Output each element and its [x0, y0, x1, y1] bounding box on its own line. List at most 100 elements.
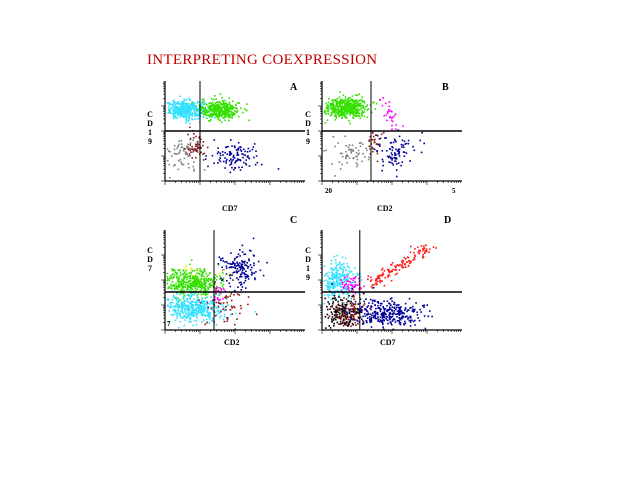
data-point: [186, 111, 189, 114]
data-point: [253, 264, 255, 267]
data-point: [179, 315, 182, 317]
data-point: [383, 270, 386, 272]
data-point: [189, 108, 192, 111]
data-point: [187, 107, 190, 109]
data-point: [195, 108, 198, 110]
data-point: [220, 282, 222, 284]
data-point: [185, 274, 187, 277]
data-point: [253, 255, 255, 257]
data-point: [204, 113, 207, 116]
data-point: [388, 156, 390, 159]
data-point: [366, 104, 369, 106]
data-point: [181, 113, 184, 116]
data-point: [182, 276, 185, 279]
data-point: [372, 102, 374, 104]
data-point: [344, 99, 347, 101]
data-point: [183, 314, 186, 317]
data-point: [326, 272, 328, 275]
data-point: [178, 269, 181, 271]
data-point: [206, 114, 208, 117]
data-point: [391, 262, 394, 264]
data-point: [181, 286, 184, 289]
data-point: [334, 290, 336, 293]
data-point: [343, 287, 345, 289]
data-point: [193, 319, 196, 322]
data-point: [392, 313, 394, 316]
data-point: [351, 314, 354, 316]
data-point: [240, 284, 242, 286]
data-point: [333, 283, 336, 285]
data-point: [213, 139, 216, 141]
data-point: [361, 99, 364, 102]
data-point: [326, 294, 329, 296]
data-point: [343, 109, 345, 112]
data-point: [341, 111, 344, 114]
data-point: [391, 154, 393, 156]
data-point: [246, 276, 249, 278]
data-point: [190, 301, 192, 303]
data-point: [204, 323, 206, 326]
data-point: [246, 274, 249, 277]
data-point: [363, 115, 366, 117]
data-point: [193, 274, 196, 276]
data-point: [220, 103, 222, 105]
data-point: [240, 146, 242, 149]
data-point: [350, 111, 353, 113]
data-point: [239, 275, 242, 278]
data-point: [223, 288, 225, 290]
data-point: [200, 151, 202, 154]
data-point: [336, 274, 338, 276]
data-point: [370, 285, 373, 288]
population-green: [191, 93, 250, 123]
data-point: [230, 273, 233, 275]
data-point: [330, 305, 332, 308]
data-point: [211, 300, 214, 303]
data-point: [201, 107, 204, 109]
data-point: [249, 150, 251, 152]
data-point: [347, 283, 350, 286]
data-point: [239, 107, 242, 110]
data-point: [340, 283, 342, 285]
data-point: [178, 281, 180, 284]
data-point: [335, 318, 337, 321]
data-point: [396, 175, 398, 178]
data-point: [176, 276, 178, 279]
population-red: [367, 244, 437, 289]
data-point: [337, 102, 339, 104]
data-point: [217, 272, 220, 275]
data-point: [227, 109, 230, 111]
data-point: [241, 275, 243, 278]
data-point: [369, 280, 372, 282]
data-point: [374, 316, 376, 319]
data-point: [215, 292, 217, 295]
data-point: [195, 320, 198, 322]
data-point: [334, 275, 337, 278]
data-point: [174, 153, 177, 155]
data-point: [343, 273, 345, 276]
data-point: [205, 103, 207, 105]
data-point: [217, 305, 220, 308]
data-point: [228, 150, 231, 153]
data-point: [176, 102, 179, 104]
data-point: [389, 312, 392, 315]
data-point: [410, 245, 412, 248]
data-point: [353, 298, 355, 301]
data-point: [350, 282, 353, 285]
data-point: [203, 169, 206, 171]
data-point: [389, 308, 391, 310]
data-point: [191, 288, 193, 290]
data-point: [346, 275, 349, 278]
data-point: [245, 159, 247, 161]
y-axis-letter: 9: [148, 137, 152, 146]
data-point: [327, 275, 329, 277]
data-point: [241, 263, 244, 266]
data-point: [182, 104, 185, 106]
data-point: [364, 309, 366, 311]
data-point: [333, 255, 335, 258]
data-point: [192, 148, 194, 151]
data-point: [208, 316, 210, 318]
data-point: [344, 287, 346, 290]
data-point: [331, 163, 333, 165]
data-point: [178, 143, 180, 146]
data-point: [231, 263, 233, 265]
